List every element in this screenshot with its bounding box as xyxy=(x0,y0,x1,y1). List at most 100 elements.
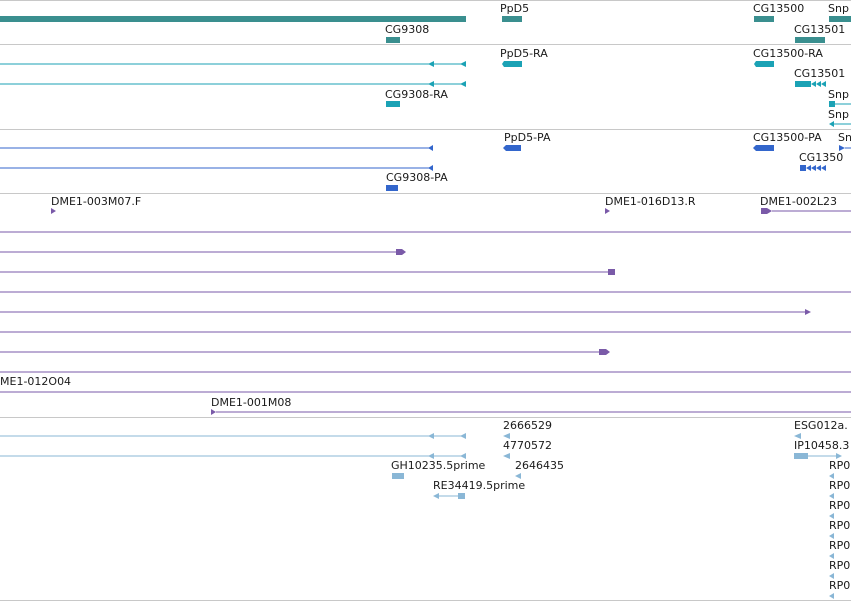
est-marker xyxy=(836,453,842,459)
cds-exon xyxy=(506,145,521,151)
cds-exon xyxy=(806,165,811,171)
mrna-exon xyxy=(795,81,811,87)
clone-end-marker xyxy=(761,208,767,214)
gene-feature-bar xyxy=(795,37,825,43)
est-marker xyxy=(460,453,466,459)
clone-label[interactable]: DME1-003M07.F xyxy=(51,195,142,208)
clone-end-marker xyxy=(51,208,56,214)
est-marker xyxy=(794,433,801,439)
mrna-exon xyxy=(504,61,522,67)
est-marker xyxy=(794,453,808,459)
cds-label[interactable]: CG9308-PA xyxy=(386,171,448,184)
cds-exon xyxy=(386,185,398,191)
mrna-label[interactable]: PpD5-RA xyxy=(500,47,548,60)
est-marker xyxy=(829,493,834,499)
est-label[interactable]: IP10458.3 xyxy=(794,439,850,452)
est-marker xyxy=(458,493,465,499)
est-marker xyxy=(829,553,834,559)
est-marker xyxy=(460,433,466,439)
clone-track-graphics xyxy=(0,208,851,415)
mrna-exon xyxy=(821,81,826,87)
gene-feature-bar xyxy=(0,16,466,22)
est-marker xyxy=(829,513,834,519)
clone-label[interactable]: ME1-012O04 xyxy=(0,375,72,388)
gene-track-graphics xyxy=(0,16,851,43)
track-border xyxy=(0,129,851,130)
est-label[interactable]: RP0 xyxy=(829,579,851,592)
cds-exon xyxy=(428,145,433,151)
cds-exon xyxy=(756,145,774,151)
gene-label[interactable]: CG13500 xyxy=(753,2,805,15)
clone-label[interactable]: DME1-016D13.R xyxy=(605,195,696,208)
mrna-exon xyxy=(428,81,434,87)
est-label[interactable]: RP0 xyxy=(829,499,851,512)
cds-label[interactable]: CG1350 xyxy=(799,151,844,164)
clone-label[interactable]: DME1-001M08 xyxy=(211,396,292,409)
mrna-exon xyxy=(386,101,400,107)
clone-label[interactable]: DME1-002L23 xyxy=(760,195,837,208)
clone-end-marker xyxy=(805,309,811,315)
mrna-label[interactable]: CG13500-RA xyxy=(753,47,823,60)
est-label[interactable]: GH10235.5prime xyxy=(391,459,486,472)
cds-exon xyxy=(428,165,433,171)
mrna-label[interactable]: Snp xyxy=(828,108,849,121)
est-marker xyxy=(829,593,834,599)
mrna-track-graphics xyxy=(0,61,851,127)
est-label[interactable]: RP0 xyxy=(829,459,851,472)
cds-label[interactable]: CG13500-PA xyxy=(753,131,822,144)
gene-track: PpD5 CG13500 Snp CG9308 CG13501 xyxy=(0,0,851,44)
mrna-exon xyxy=(756,61,774,67)
est-label[interactable]: RP0 xyxy=(829,559,851,572)
est-label[interactable]: 4770572 xyxy=(503,439,552,452)
gene-feature-bar xyxy=(754,16,774,22)
est-label[interactable]: RE34419.5prime xyxy=(433,479,526,492)
clone-end-marker xyxy=(605,208,610,214)
est-marker xyxy=(428,433,434,439)
cds-label[interactable]: PpD5-PA xyxy=(504,131,551,144)
mrna-exon xyxy=(816,81,821,87)
track-border xyxy=(0,193,851,194)
clone-end-marker xyxy=(767,208,772,214)
cds-exon xyxy=(811,165,816,171)
est-label[interactable]: RP0 xyxy=(829,479,851,492)
est-label[interactable]: RP0 xyxy=(829,539,851,552)
gene-feature-bar xyxy=(829,16,851,22)
cds-label[interactable]: Sn xyxy=(838,131,851,144)
track-border xyxy=(0,44,851,45)
est-marker xyxy=(503,433,510,439)
gene-label[interactable]: PpD5 xyxy=(500,2,530,15)
cds-exon xyxy=(839,145,845,151)
mrna-exon xyxy=(460,81,466,87)
cds-exon xyxy=(753,145,756,151)
mrna-track: PpD5-RA CG13500-RA CG13501 Snp Snp CG930… xyxy=(0,0,851,129)
est-marker xyxy=(829,533,834,539)
est-label[interactable]: ESG012a. xyxy=(794,419,848,432)
mrna-label[interactable]: CG9308-RA xyxy=(385,88,448,101)
gene-feature-bar xyxy=(386,37,400,43)
mrna-exon xyxy=(811,81,816,87)
clone-end-marker xyxy=(599,349,610,355)
mrna-exon xyxy=(829,121,834,127)
est-marker xyxy=(433,493,439,499)
gene-label[interactable]: CG9308 xyxy=(385,23,430,36)
clone-end-marker xyxy=(396,249,406,255)
mrna-exon xyxy=(460,61,466,67)
cds-exon xyxy=(800,165,806,171)
mrna-label[interactable]: CG13501 xyxy=(794,67,846,80)
est-marker xyxy=(829,473,834,479)
est-marker xyxy=(503,453,510,459)
cds-track: PpD5-PA CG13500-PA Sn CG1350 CG9308-PA xyxy=(0,0,851,193)
gene-label[interactable]: CG13501 xyxy=(794,23,846,36)
est-label[interactable]: RP0 xyxy=(829,519,851,532)
clone-end-marker xyxy=(211,409,216,415)
est-label[interactable]: 2666529 xyxy=(503,419,552,432)
est-marker xyxy=(829,573,834,579)
est-label[interactable]: 2646435 xyxy=(515,459,564,472)
mrna-label[interactable]: Snp xyxy=(828,88,849,101)
track-border xyxy=(0,417,851,418)
mrna-exon xyxy=(754,61,756,67)
gene-label[interactable]: Snp xyxy=(828,2,849,15)
clone-track: DME1-003M07.F DME1-016D13.R DME1-002L23 … xyxy=(0,195,851,415)
